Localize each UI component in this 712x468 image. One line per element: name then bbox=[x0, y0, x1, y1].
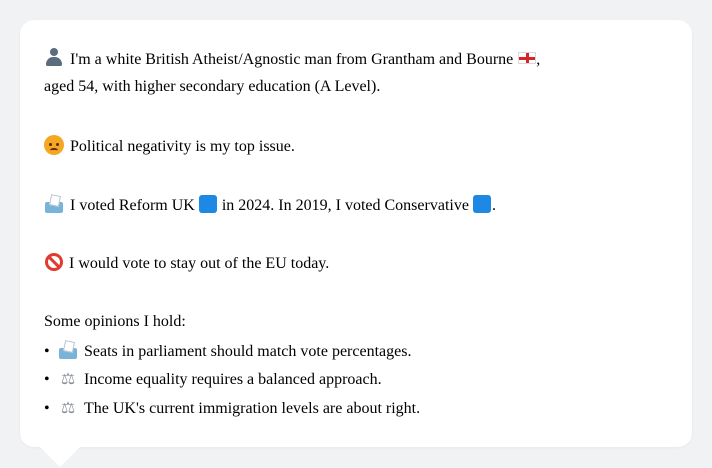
bullet: • bbox=[44, 371, 50, 388]
balance-scale-icon: ⚖ bbox=[60, 371, 76, 388]
intro-line-1: I'm a white British Atheist/Agnostic man… bbox=[44, 47, 540, 69]
opinion-item: • Seats in parliament should match vote p… bbox=[44, 340, 411, 362]
ballot-box-icon bbox=[44, 194, 64, 214]
eu-stance-text: I would vote to stay out of the EU today… bbox=[69, 255, 330, 272]
vote-text-2: in 2024. In 2019, I voted Conservative bbox=[221, 197, 469, 214]
bullet: • bbox=[44, 400, 50, 417]
angry-face-icon bbox=[44, 135, 64, 155]
vote-text-1: I voted Reform UK bbox=[70, 197, 195, 214]
vote-text-3: . bbox=[491, 197, 496, 214]
balance-scale-icon: ⚖ bbox=[60, 400, 76, 417]
persona-card bbox=[20, 20, 692, 447]
intro-comma: , bbox=[536, 51, 541, 68]
blue-square-icon bbox=[472, 195, 491, 213]
top-issue-line: Political negativity is my top issue. bbox=[44, 135, 295, 157]
prohibited-icon bbox=[45, 253, 63, 271]
person-icon bbox=[44, 47, 64, 67]
opinion-text: Seats in parliament should match vote pe… bbox=[84, 343, 412, 360]
blue-square-icon bbox=[198, 195, 217, 213]
intro-text-cont: aged 54, with higher secondary education… bbox=[44, 78, 381, 95]
opinions-heading-text: Some opinions I hold: bbox=[44, 313, 186, 330]
england-flag-icon bbox=[518, 52, 537, 64]
opinion-item: • ⚖ The UK's current immigration levels ar… bbox=[44, 398, 420, 420]
speech-bubble-tail bbox=[40, 447, 80, 467]
opinions-heading: Some opinions I hold: bbox=[44, 311, 186, 333]
opinion-text: Income equality requires a balanced appr… bbox=[84, 371, 382, 388]
top-issue-text: Political negativity is my top issue. bbox=[70, 138, 295, 155]
eu-stance-line: I would vote to stay out of the EU today… bbox=[44, 253, 329, 275]
intro-line-2: aged 54, with higher secondary education… bbox=[44, 76, 380, 98]
opinion-text: The UK's current immigration levels are … bbox=[84, 400, 421, 417]
intro-text: I'm a white British Atheist/Agnostic man… bbox=[70, 51, 514, 68]
bullet: • bbox=[44, 343, 50, 360]
ballot-box-icon bbox=[58, 340, 78, 360]
opinion-item: • ⚖ Income equality requires a balanced ap… bbox=[44, 369, 382, 391]
vote-history-line: I voted Reform UK in 2024. In 2019, I vot… bbox=[44, 194, 496, 216]
